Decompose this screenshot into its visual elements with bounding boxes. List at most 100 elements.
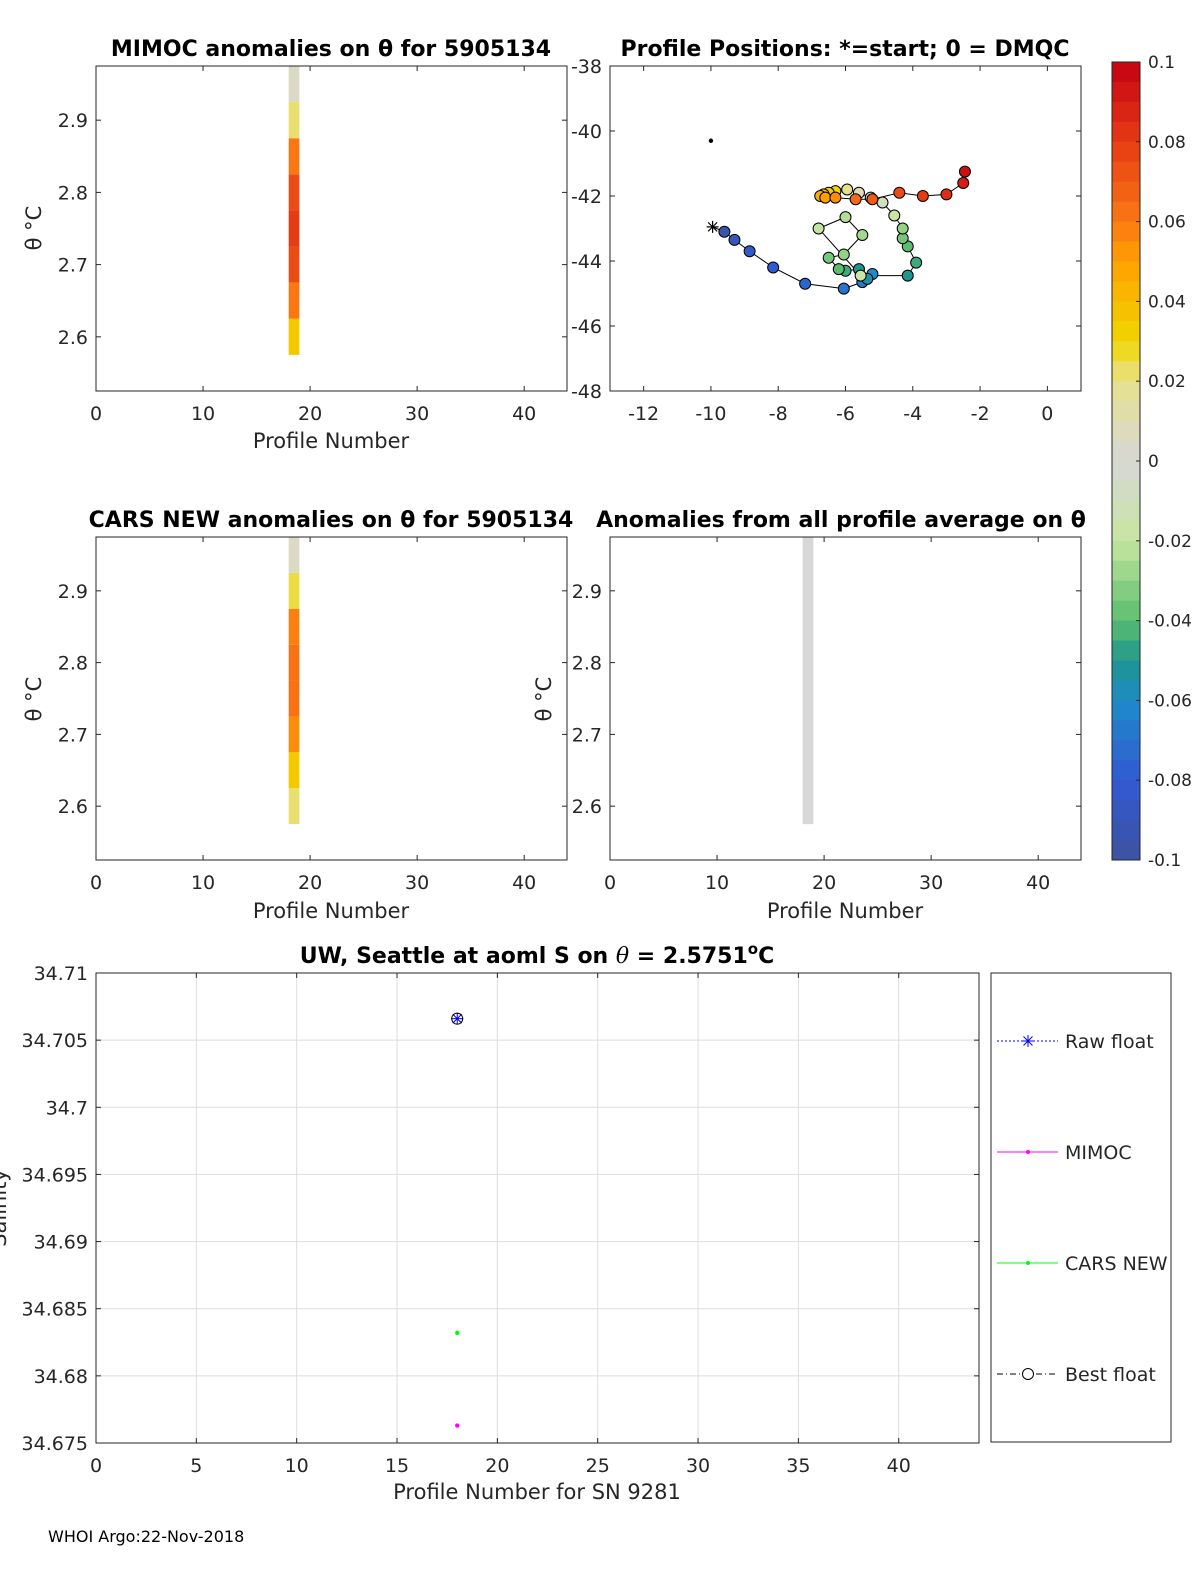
colorbar-cell — [1112, 341, 1140, 362]
colorbar-tick-label: -0.1 — [1148, 851, 1181, 871]
colorbar-cell — [1112, 361, 1140, 382]
salinity-y-tick-label: 34.68 — [34, 1366, 88, 1388]
legend-label-mimoc: MIMOC — [1065, 1142, 1132, 1164]
cars-anomaly-cell — [288, 537, 300, 573]
salinity-legend: Raw float MIMOC CARS NEW Best float — [990, 972, 1172, 1443]
average-x-tick-label: 40 — [1026, 872, 1050, 894]
mimoc-anomaly-cell — [288, 102, 300, 139]
profile-position-point — [866, 193, 879, 206]
average-x-tick-label: 0 — [604, 872, 616, 894]
salinity-x-tick-label: 10 — [285, 1455, 309, 1477]
profile-position-point — [743, 245, 756, 258]
salinity-panel-title: UW, Seattle at aoml S on θ = 2.5751oC — [300, 940, 775, 969]
legend-marker-best-float — [1022, 1368, 1034, 1380]
mimoc-panel-title: MIMOC anomalies on θ for 5905134 — [111, 37, 551, 62]
colorbar-cell — [1112, 201, 1140, 223]
colorbar-cell — [1112, 840, 1140, 861]
legend-label-best-float: Best float — [1065, 1364, 1156, 1386]
colorbar-cell — [1112, 680, 1140, 701]
colorbar-cell — [1112, 600, 1140, 622]
colorbar-cell — [1112, 141, 1140, 163]
colorbar-cell — [1112, 181, 1140, 203]
profile-position-point — [896, 222, 909, 235]
profile-position-point — [888, 209, 901, 222]
profile-position-point — [822, 251, 835, 264]
salinity-y-tick-label: 34.685 — [22, 1299, 88, 1321]
profile-position-point — [812, 222, 825, 235]
average-plot-frame — [609, 536, 1082, 861]
positions-plot-frame — [609, 65, 1082, 392]
salinity-point-best-float — [451, 1012, 464, 1025]
colorbar-cell — [1112, 421, 1140, 442]
colorbar-cell — [1112, 480, 1140, 502]
colorbar-cell — [1112, 620, 1140, 642]
colorbar-cell — [1112, 640, 1140, 661]
cars-anomaly-cell — [288, 680, 300, 717]
salinity-y-tick-label: 34.7 — [46, 1097, 88, 1119]
profile-position-point — [841, 183, 854, 196]
profile-position-point — [910, 256, 923, 269]
colorbar-cell — [1112, 321, 1140, 342]
average-x-tick-label: 30 — [919, 872, 943, 894]
salinity-point-mimoc — [455, 1423, 460, 1428]
salinity-title-theta: θ — [616, 944, 629, 969]
colorbar-cell — [1112, 62, 1140, 83]
colorbar-tick-label: 0 — [1148, 452, 1159, 472]
cars-anomaly-cell — [288, 752, 300, 789]
colorbar-cell — [1112, 700, 1140, 721]
profile-position-point — [957, 177, 970, 189]
colorbar-tick-label: 0.1 — [1148, 53, 1175, 73]
profile-positions-panel: Profile Positions: *=start; 0 = DMQC -12… — [571, 37, 1082, 425]
colorbar-cell — [1112, 281, 1140, 302]
salinity-y-tick-label: 34.695 — [22, 1164, 88, 1186]
profile-position-point — [837, 248, 850, 261]
colorbar-cell — [1112, 381, 1140, 402]
legend-label-raw-float: Raw float — [1065, 1031, 1154, 1053]
salinity-x-tick-label: 15 — [385, 1455, 409, 1477]
profile-position-point — [819, 191, 832, 204]
colorbar-cell — [1112, 101, 1140, 123]
legend-marker-mimoc — [1026, 1150, 1030, 1154]
colorbar-cell — [1112, 401, 1140, 422]
start-marker-stroke — [707, 221, 718, 232]
profile-position-point — [856, 229, 869, 241]
profile-position-point — [839, 211, 852, 224]
colorbar-tick-label: 0.08 — [1148, 133, 1186, 153]
legend-frame — [990, 972, 1172, 1443]
colorbar-cell — [1112, 820, 1140, 841]
average-x-axis-label: Profile Number — [767, 899, 924, 923]
positions-y-tick-label: -40 — [571, 121, 602, 143]
legend-marker-cars-new — [1026, 1261, 1030, 1265]
positions-x-tick-label: -4 — [903, 403, 922, 425]
cars-x-tick-label: 10 — [191, 872, 215, 894]
positions-x-tick-label: -12 — [628, 403, 659, 425]
colorbar-tick-label: -0.08 — [1148, 771, 1192, 791]
average-x-tick-label: 10 — [705, 872, 729, 894]
average-y-tick-label: 2.9 — [572, 581, 602, 603]
start-marker — [706, 220, 719, 233]
raw-float-star-stroke — [452, 1013, 463, 1024]
cars-anomaly-cell — [288, 572, 300, 609]
average-x-tick-label: 20 — [812, 872, 836, 894]
cars-y-tick-label: 2.8 — [58, 653, 88, 675]
mimoc-y-tick-label: 2.6 — [58, 327, 88, 349]
colorbar-cell — [1112, 540, 1140, 562]
cars-x-tick-label: 0 — [90, 872, 102, 894]
footer-stamp: WHOI Argo:22-Nov-2018 — [48, 1527, 244, 1546]
salinity-x-tick-label: 30 — [686, 1455, 710, 1477]
positions-y-tick-label: -44 — [571, 251, 602, 273]
colorbar-tick-label: 0.06 — [1148, 213, 1186, 233]
positions-x-tick-label: -2 — [971, 403, 990, 425]
profile-position-point — [849, 193, 862, 206]
profile-position-point — [767, 261, 780, 274]
salinity-title-unit: C — [758, 944, 774, 969]
positions-y-tick-label: -48 — [571, 381, 602, 403]
average-y-tick-label: 2.8 — [572, 653, 602, 675]
salinity-title-main: UW, Seattle at aoml S on — [300, 944, 616, 969]
salinity-y-tick-label: 34.69 — [34, 1232, 88, 1254]
colorbar-tick-label: -0.04 — [1148, 612, 1192, 632]
mimoc-anomaly-cell — [288, 174, 300, 211]
mimoc-x-tick-label: 40 — [512, 403, 536, 425]
profile-position-point — [829, 191, 842, 204]
cars-panel-title: CARS NEW anomalies on θ for 5905134 — [89, 508, 574, 533]
